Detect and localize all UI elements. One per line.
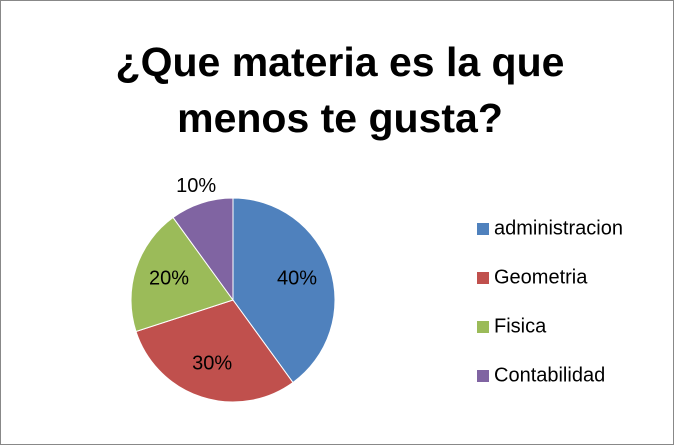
legend-label: administracion bbox=[494, 217, 623, 239]
pie-slice bbox=[135, 299, 294, 403]
legend-label: Geometria bbox=[494, 266, 588, 288]
pie-slice bbox=[172, 197, 234, 302]
legend-label: Fisica bbox=[494, 315, 547, 337]
data-label: 40% bbox=[277, 267, 317, 289]
legend-swatch bbox=[477, 223, 489, 235]
chart-title: ¿Que materia es la que menos te gusta? bbox=[115, 39, 565, 141]
pie-slice bbox=[232, 197, 336, 384]
pie-slice bbox=[130, 216, 234, 333]
data-label: 20% bbox=[149, 267, 189, 289]
data-label: 10% bbox=[176, 175, 216, 197]
data-label: 30% bbox=[192, 352, 232, 374]
legend-swatch bbox=[477, 321, 489, 333]
legend-swatch bbox=[477, 370, 489, 382]
legend-label: Contabilidad bbox=[494, 364, 605, 386]
legend-swatch bbox=[477, 272, 489, 284]
